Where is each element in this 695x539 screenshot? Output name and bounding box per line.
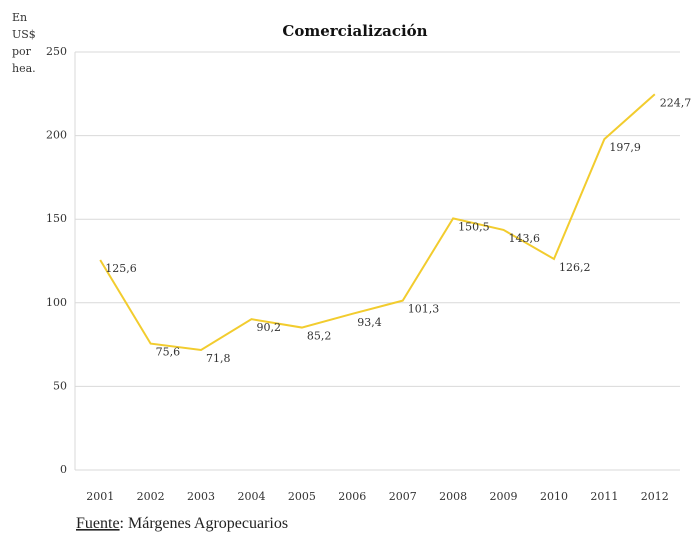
x-tick-label: 2003	[187, 490, 215, 503]
x-tick-label: 2006	[338, 490, 366, 503]
data-label: 90,2	[256, 321, 281, 334]
data-label: 126,2	[559, 261, 591, 274]
x-tick-label: 2004	[237, 490, 265, 503]
y-tick-label: 150	[46, 212, 67, 225]
x-tick-label: 2002	[137, 490, 165, 503]
x-tick-label: 2010	[540, 490, 568, 503]
x-tick-label: 2009	[490, 490, 518, 503]
data-label: 224,7	[660, 96, 692, 109]
data-line	[99, 93, 656, 351]
x-tick-label: 2011	[590, 490, 618, 503]
y-tick-label: 200	[46, 129, 67, 142]
data-label: 71,8	[206, 352, 231, 365]
data-label: 85,2	[307, 330, 332, 343]
data-label: 101,3	[408, 303, 440, 316]
y-axis-label: En	[12, 11, 27, 24]
x-tick-label: 2008	[439, 490, 467, 503]
data-label: 125,6	[105, 262, 137, 275]
x-tick-label: 2007	[389, 490, 417, 503]
x-tick-label: 2012	[641, 490, 669, 503]
source-label: Fuente	[76, 515, 120, 532]
x-tick-label: 2005	[288, 490, 316, 503]
x-tick-label: 2001	[86, 490, 114, 503]
y-axis-label: US$	[12, 28, 36, 41]
data-label: 93,4	[357, 316, 382, 329]
data-label: 143,6	[509, 232, 540, 245]
source: Fuente: Márgenes Agropecuarios	[76, 515, 288, 532]
y-tick-label: 50	[53, 379, 67, 392]
y-axis-label: por	[12, 45, 32, 58]
y-tick-label: 100	[46, 296, 67, 309]
data-label: 75,6	[156, 346, 181, 359]
y-axis-label: hea.	[12, 62, 36, 75]
chart-title: Comercialización	[282, 22, 427, 40]
data-label: 197,9	[609, 141, 641, 154]
y-tick-label: 0	[60, 463, 67, 476]
y-tick-label: 250	[46, 45, 67, 58]
source-text: : Márgenes Agropecuarios	[120, 515, 289, 532]
data-label: 150,5	[458, 220, 490, 233]
